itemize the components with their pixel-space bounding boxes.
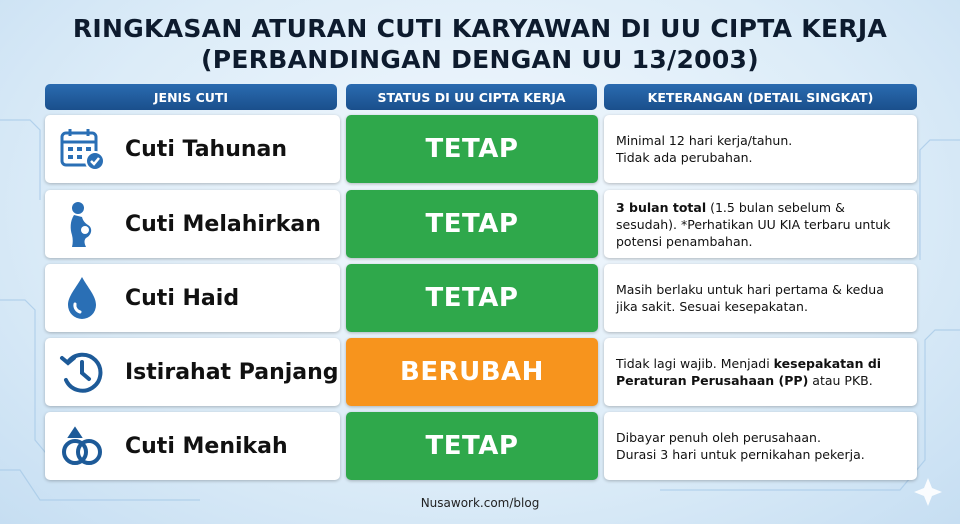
pregnant-woman-icon [57, 199, 107, 249]
leave-type-cell: Cuti Tahunan [45, 115, 340, 183]
leave-type-cell: Cuti Menikah [45, 412, 340, 480]
table-row: Cuti Menikah TETAP Dibayar penuh oleh pe… [45, 412, 917, 480]
detail-text-segment: Durasi 3 hari untuk pernikahan pekerja. [616, 447, 865, 462]
status-badge-tetap: TETAP [346, 115, 598, 183]
column-header-keterangan: KETERANGAN (DETAIL SINGKAT) [604, 84, 917, 110]
leave-type-cell: Cuti Haid [45, 264, 340, 332]
table-row: Istirahat Panjang BERUBAH Tidak lagi waj… [45, 338, 917, 406]
footer-source: Nusawork.com/blog [420, 496, 540, 510]
detail-text-segment: Tidak ada perubahan. [616, 150, 753, 165]
detail-text-segment: kesepakatan di Peraturan Perusahaan (PP) [616, 356, 882, 388]
status-badge-tetap: TETAP [346, 190, 598, 258]
calendar-check-icon [57, 124, 107, 174]
title-line-2: (PERBANDINGAN DENGAN UU 13/2003) [201, 45, 759, 74]
status-badge-tetap: TETAP [346, 412, 598, 480]
detail-text-segment: Masih berlaku untuk hari pertama & kedua… [616, 282, 884, 314]
column-header-status: STATUS DI UU CIPTA KERJA [346, 84, 597, 110]
detail-cell: Tidak lagi wajib. Menjadi kesepakatan di… [604, 338, 917, 406]
detail-cell: 3 bulan total (1.5 bulan sebelum & sesud… [604, 190, 917, 258]
detail-cell: Dibayar penuh oleh perusahaan. Durasi 3 h… [604, 412, 917, 480]
table-row: Cuti Haid TETAP Masih berlaku untuk hari… [45, 264, 917, 332]
leave-type-cell: Istirahat Panjang [45, 338, 340, 406]
water-drop-icon [57, 273, 107, 323]
wedding-rings-icon [57, 421, 107, 471]
leave-type-name: Istirahat Panjang [125, 359, 339, 385]
detail-text-segment: 3 bulan total [616, 199, 707, 215]
leave-type-name: Cuti Haid [125, 285, 240, 311]
leave-type-name: Cuti Melahirkan [125, 211, 321, 237]
clock-history-icon [57, 347, 107, 397]
detail-text-segment: atau PKB. [808, 373, 873, 388]
leave-type-cell: Cuti Melahirkan [45, 190, 340, 258]
title-line-1: RINGKASAN ATURAN CUTI KARYAWAN DI UU CIP… [72, 14, 888, 43]
table-row: Cuti Tahunan TETAP Minimal 12 hari kerja… [45, 115, 917, 183]
detail-cell: Minimal 12 hari kerja/tahun. Tidak ada pe… [604, 115, 917, 183]
column-header-jenis-cuti: JENIS CUTI [45, 84, 337, 110]
detail-text-segment: (1.5 bulan sebelum & sesudah). *Perhatik… [616, 199, 891, 249]
table-row: Cuti Melahirkan TETAP 3 bulan total (1.5… [45, 190, 917, 258]
status-badge-tetap: TETAP [346, 264, 598, 332]
status-badge-berubah: BERUBAH [346, 338, 598, 406]
detail-cell: Masih berlaku untuk hari pertama & kedua… [604, 264, 917, 332]
detail-text-segment: Tidak lagi wajib. Menjadi [616, 356, 774, 371]
detail-text-segment: Minimal 12 hari kerja/tahun. [616, 133, 793, 148]
leave-type-name: Cuti Tahunan [125, 136, 288, 162]
detail-text-segment: Dibayar penuh oleh perusahaan. [616, 430, 821, 445]
leave-type-name: Cuti Menikah [125, 433, 288, 459]
